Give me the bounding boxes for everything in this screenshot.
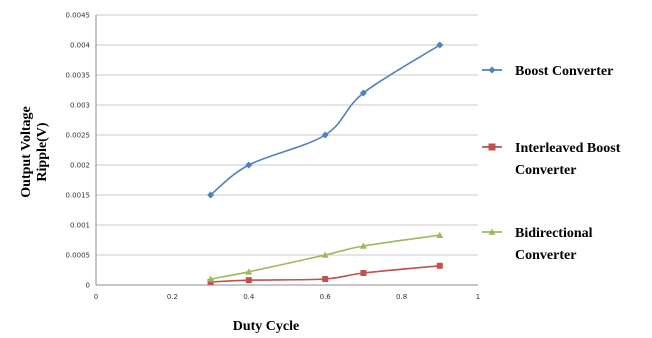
legend-label: Boost Converter (515, 64, 613, 79)
y-axis-title: Output VoltageRipple(V) (19, 106, 50, 197)
data-point (207, 279, 214, 285)
y-tick-label: 0.002 (70, 162, 90, 170)
series-group (207, 41, 444, 285)
data-point (359, 89, 367, 97)
data-point (322, 276, 329, 282)
data-point (321, 251, 329, 258)
axes (95, 15, 478, 286)
data-point (359, 242, 367, 249)
data-point (488, 66, 496, 74)
x-tick-label: 0.8 (396, 293, 407, 301)
legend-entry: Boost Converter (482, 64, 613, 79)
legend-label-line: Converter (515, 163, 576, 178)
data-point (436, 262, 443, 269)
data-point (436, 231, 444, 238)
gridlines (96, 14, 478, 256)
y-tick-label: 0.003 (70, 102, 90, 110)
y-axis-title-line: Ripple(V) (35, 122, 50, 181)
y-tick-label: 0.004 (70, 42, 91, 50)
y-tick-label: 0.0015 (66, 192, 91, 200)
data-point (321, 131, 329, 139)
data-point (207, 275, 215, 282)
legend-label-line: Boost Converter (515, 64, 613, 79)
legend-label: Bidirectional Converter (515, 226, 593, 263)
data-point (207, 191, 215, 199)
x-tick-label: 0.4 (243, 293, 255, 301)
y-tick-label: 0.0025 (66, 132, 91, 140)
series-1 (207, 262, 443, 285)
data-point (360, 270, 367, 276)
legend-label-line: Interleaved Boost (515, 141, 621, 156)
data-point (245, 277, 252, 284)
legend-label: Interleaved Boost Converter (515, 141, 621, 178)
y-axis-title-line: Output Voltage (19, 106, 34, 197)
legend-label-line: Bidirectional (515, 226, 593, 241)
data-point (245, 268, 253, 275)
x-axis-title: Duty Cycle (233, 319, 300, 334)
legend: Boost Converter Interleaved Boost Converte… (482, 64, 621, 263)
y-tick-label: 0.001 (70, 222, 90, 230)
x-tick-label: 1 (476, 293, 480, 301)
y-tick-label: 0.0005 (66, 252, 91, 260)
legend-entry: Bidirectional Converter (482, 226, 593, 263)
data-point (245, 161, 253, 169)
series-line (210, 44, 441, 196)
legend-label-line: Converter (515, 248, 576, 263)
x-tick-label: 0 (94, 293, 98, 301)
data-point (488, 143, 496, 151)
y-tick-label: 0 (86, 282, 90, 290)
y-tick-label: 0.0045 (66, 12, 91, 20)
legend-entry: Interleaved Boost Converter (482, 141, 621, 178)
x-tick-label: 0.6 (320, 293, 332, 301)
series-0 (207, 41, 444, 199)
y-tick-label: 0.0035 (66, 72, 91, 80)
x-tick-label: 0.2 (167, 293, 178, 301)
tick-labels: 0 0.0005 0.001 0.0015 0.002 0.0025 0.003 0.0035… (66, 12, 481, 302)
data-point (436, 41, 444, 49)
y-axis-title-text: Output VoltageRipple(V) (19, 106, 50, 197)
data-point (488, 228, 496, 235)
series-2 (207, 231, 444, 282)
